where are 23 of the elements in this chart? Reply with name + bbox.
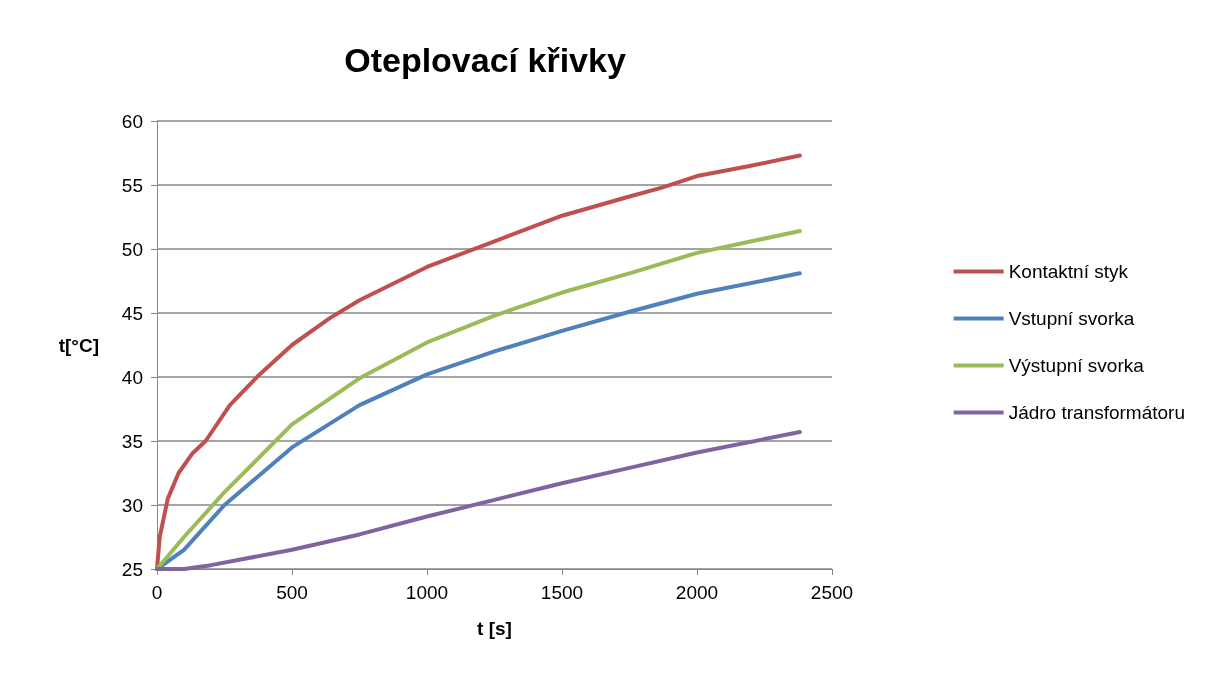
y-tick-label: 25 (121, 558, 143, 580)
x-tick-label: 500 (276, 582, 308, 603)
y-axis-title: t[°C] (58, 334, 99, 356)
line-series (155, 430, 802, 571)
x-tick-label: 0 (151, 582, 163, 603)
legend-label: Kontaktní styk (1008, 261, 1129, 282)
legend-label: Výstupní svorka (1008, 355, 1145, 376)
legend-label: Jádro transformátoru (1008, 402, 1186, 423)
y-tick-label: 40 (121, 366, 143, 388)
legend-label: Vstupní svorka (1008, 308, 1135, 329)
x-axis-title: t [s] (477, 618, 512, 639)
x-tick-label: 2000 (675, 582, 719, 603)
y-tick-label: 35 (121, 430, 143, 452)
y-tick-label: 45 (121, 302, 143, 324)
y-tick-label: 55 (121, 174, 143, 196)
y-tick-label: 60 (121, 110, 143, 132)
chart-title: Oteplovací křivky (344, 41, 626, 79)
x-tick-label: 1000 (405, 582, 449, 603)
x-tick-label: 1500 (540, 582, 584, 603)
line-series (155, 153, 802, 571)
x-tick-label: 2500 (810, 582, 854, 603)
y-tick-label: 30 (121, 494, 143, 516)
y-tick-label: 50 (121, 238, 143, 260)
